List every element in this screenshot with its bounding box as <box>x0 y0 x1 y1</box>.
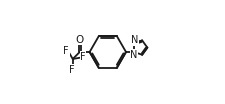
Text: N: N <box>130 50 137 60</box>
Text: F: F <box>80 52 86 62</box>
Text: F: F <box>69 65 74 75</box>
Text: N: N <box>131 35 138 45</box>
Text: F: F <box>63 46 69 56</box>
Text: O: O <box>76 35 84 45</box>
